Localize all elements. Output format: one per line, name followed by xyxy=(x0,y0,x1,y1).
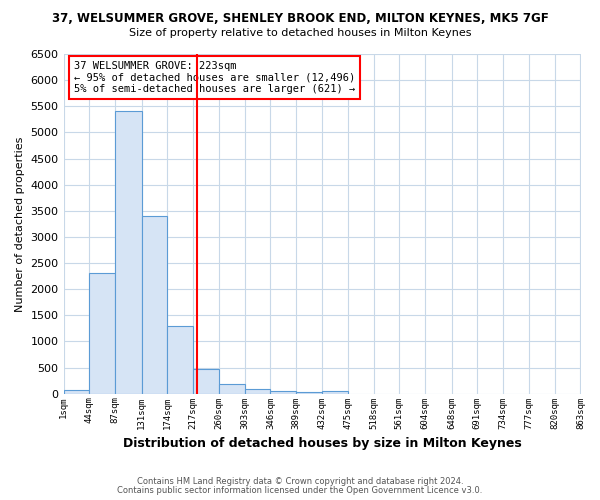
Text: 37 WELSUMMER GROVE: 223sqm
← 95% of detached houses are smaller (12,496)
5% of s: 37 WELSUMMER GROVE: 223sqm ← 95% of deta… xyxy=(74,61,355,94)
Bar xyxy=(271,390,296,394)
Bar xyxy=(167,326,193,394)
Bar xyxy=(193,368,219,394)
Text: 37, WELSUMMER GROVE, SHENLEY BROOK END, MILTON KEYNES, MK5 7GF: 37, WELSUMMER GROVE, SHENLEY BROOK END, … xyxy=(52,12,548,26)
Bar xyxy=(322,391,348,394)
Bar xyxy=(142,216,167,394)
Bar xyxy=(245,389,271,394)
Bar xyxy=(64,390,89,394)
Y-axis label: Number of detached properties: Number of detached properties xyxy=(15,136,25,312)
Bar xyxy=(89,274,115,394)
Bar xyxy=(219,384,245,394)
Bar xyxy=(296,392,322,394)
Text: Size of property relative to detached houses in Milton Keynes: Size of property relative to detached ho… xyxy=(129,28,471,38)
X-axis label: Distribution of detached houses by size in Milton Keynes: Distribution of detached houses by size … xyxy=(122,437,521,450)
Text: Contains public sector information licensed under the Open Government Licence v3: Contains public sector information licen… xyxy=(118,486,482,495)
Text: Contains HM Land Registry data © Crown copyright and database right 2024.: Contains HM Land Registry data © Crown c… xyxy=(137,477,463,486)
Bar xyxy=(115,112,142,394)
